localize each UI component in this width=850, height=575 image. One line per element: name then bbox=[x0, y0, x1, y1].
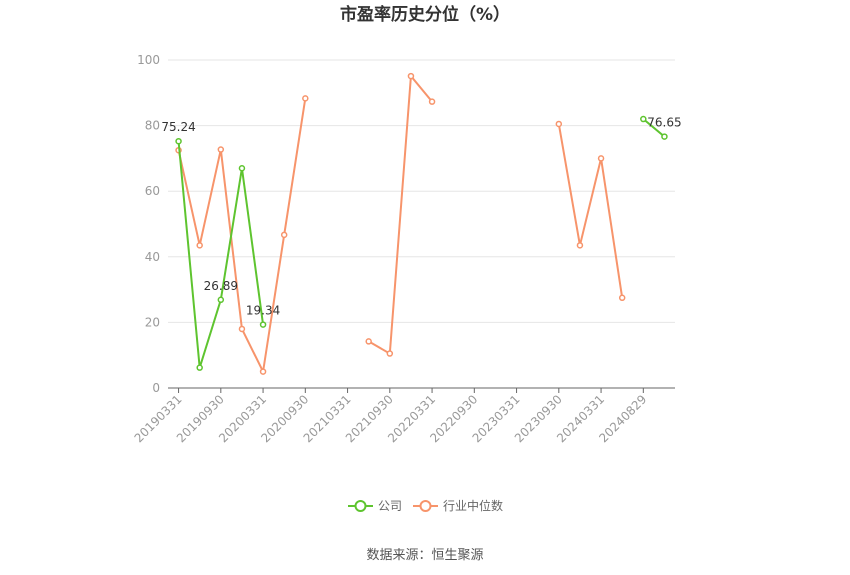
company-data-label: 76.65 bbox=[647, 116, 681, 130]
company-point bbox=[175, 137, 182, 145]
industry-point bbox=[365, 338, 372, 345]
company-point bbox=[259, 321, 267, 328]
legend-marker bbox=[419, 500, 432, 512]
company-point bbox=[238, 164, 246, 172]
company-point bbox=[217, 296, 225, 304]
legend-marker bbox=[354, 500, 367, 512]
chart-title: 市盈率历史分位（%） bbox=[340, 4, 510, 25]
industry-point bbox=[280, 231, 288, 239]
company-line-segment bbox=[177, 141, 265, 368]
industry-point bbox=[555, 120, 563, 128]
industry-point bbox=[576, 242, 584, 249]
data-labels: 75.24 26.89 19.34 76.65 bbox=[161, 116, 681, 318]
industry-line-segment bbox=[557, 123, 624, 298]
axes: 0204060801002019033120190930202003312020… bbox=[132, 53, 675, 445]
company-data-label: 75.24 bbox=[161, 120, 195, 134]
legend-item-industry[interactable]: 行业中位数 bbox=[413, 498, 503, 513]
company-data-label: 19.34 bbox=[246, 304, 280, 318]
company-point bbox=[196, 364, 203, 371]
industry-point bbox=[428, 98, 436, 105]
y-tick-label: 80 bbox=[145, 119, 160, 133]
industry-point bbox=[407, 72, 415, 80]
legend[interactable]: 公司 行业中位数 bbox=[348, 498, 503, 513]
legend-item-company[interactable]: 公司 bbox=[348, 499, 402, 513]
y-tick-label: 40 bbox=[145, 250, 160, 264]
industry-point bbox=[217, 146, 225, 153]
industry-line-segment bbox=[368, 73, 433, 356]
legend-label: 公司 bbox=[378, 499, 402, 513]
industry-point bbox=[618, 294, 626, 302]
industry-point bbox=[386, 350, 394, 357]
company-point bbox=[661, 133, 668, 140]
gridlines bbox=[168, 59, 675, 323]
y-tick-label: 20 bbox=[145, 315, 160, 329]
source-note: 数据来源：恒生聚源 bbox=[366, 548, 483, 563]
legend-label: 行业中位数 bbox=[443, 498, 503, 513]
company-data-label: 26.89 bbox=[204, 279, 238, 293]
y-tick-label: 0 bbox=[152, 381, 160, 395]
industry-point bbox=[302, 95, 309, 102]
company-line-segment bbox=[642, 118, 666, 138]
company-point bbox=[640, 115, 647, 123]
industry-point bbox=[196, 242, 203, 249]
industry-point bbox=[259, 368, 267, 375]
series-lines bbox=[175, 72, 668, 375]
industry-point bbox=[238, 325, 246, 333]
industry-point bbox=[597, 155, 605, 162]
y-tick-label: 100 bbox=[137, 53, 160, 67]
y-tick-label: 60 bbox=[145, 184, 160, 198]
